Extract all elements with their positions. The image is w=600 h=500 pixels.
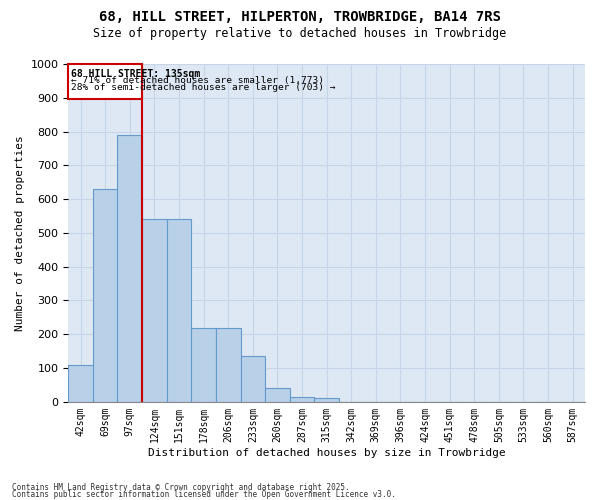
Text: 28% of semi-detached houses are larger (703) →: 28% of semi-detached houses are larger (…: [71, 82, 335, 92]
Bar: [314, 398, 339, 402]
Text: 68 HILL STREET: 135sqm: 68 HILL STREET: 135sqm: [71, 69, 200, 79]
Bar: [167, 220, 191, 402]
Bar: [191, 328, 216, 402]
Bar: [142, 220, 167, 402]
Bar: [118, 135, 142, 402]
Bar: [290, 397, 314, 402]
X-axis label: Distribution of detached houses by size in Trowbridge: Distribution of detached houses by size …: [148, 448, 506, 458]
Bar: [216, 328, 241, 402]
Text: ← 71% of detached houses are smaller (1,773): ← 71% of detached houses are smaller (1,…: [71, 76, 324, 85]
Text: Size of property relative to detached houses in Trowbridge: Size of property relative to detached ho…: [94, 28, 506, 40]
Text: Contains public sector information licensed under the Open Government Licence v3: Contains public sector information licen…: [12, 490, 396, 499]
Bar: [68, 364, 93, 402]
Bar: [241, 356, 265, 402]
Bar: [265, 388, 290, 402]
Text: 68, HILL STREET, HILPERTON, TROWBRIDGE, BA14 7RS: 68, HILL STREET, HILPERTON, TROWBRIDGE, …: [99, 10, 501, 24]
Bar: [93, 189, 118, 402]
Text: Contains HM Land Registry data © Crown copyright and database right 2025.: Contains HM Land Registry data © Crown c…: [12, 484, 350, 492]
Bar: [68, 64, 142, 100]
Y-axis label: Number of detached properties: Number of detached properties: [15, 135, 25, 331]
